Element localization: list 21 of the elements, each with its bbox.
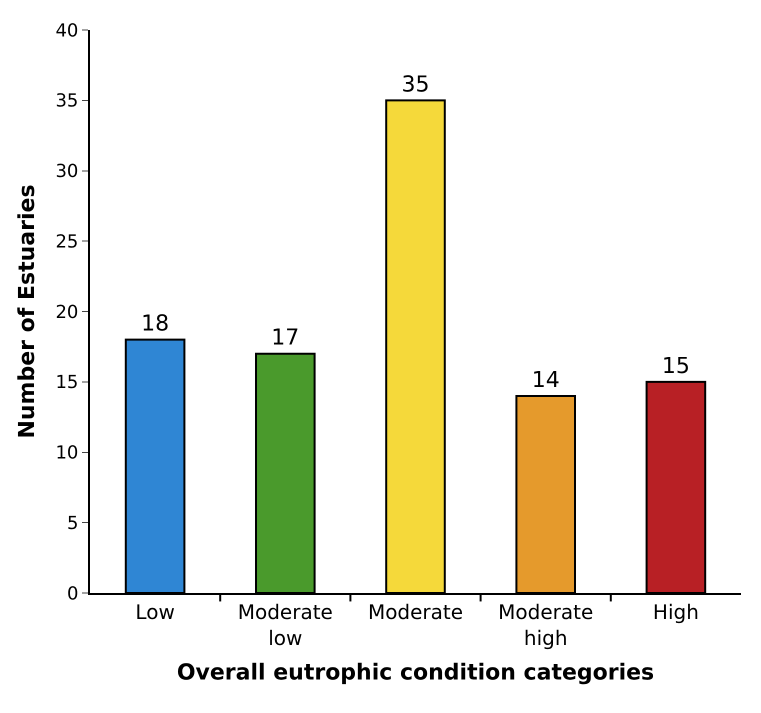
x-tick-label: Moderate (368, 600, 464, 624)
x-tick-label: High (652, 600, 699, 624)
y-tick-label: 30 (55, 161, 78, 182)
data-label: 35 (401, 72, 430, 98)
y-axis-title: Number of Estuaries (14, 184, 40, 439)
data-label: 15 (662, 354, 690, 379)
x-axis-title: Overall eutrophic condition categories (176, 660, 654, 686)
y-tick-label: 25 (55, 231, 78, 252)
data-label: 14 (532, 368, 560, 393)
x-tick-label: Low (135, 600, 175, 624)
y-tick-label: 15 (55, 372, 78, 394)
y-tick-label: 0 (66, 583, 78, 604)
y-tick-label: 40 (55, 20, 78, 42)
x-tick-label: Moderate low (238, 600, 333, 650)
data-label: 18 (141, 312, 170, 337)
y-tick-label: 10 (55, 442, 78, 464)
y-tick-label: 5 (66, 512, 78, 534)
y-tick-label: 35 (55, 90, 78, 112)
y-tick-label: 20 (55, 302, 78, 323)
x-tick-label: Moderate high (498, 600, 594, 650)
data-label: 17 (271, 326, 300, 351)
